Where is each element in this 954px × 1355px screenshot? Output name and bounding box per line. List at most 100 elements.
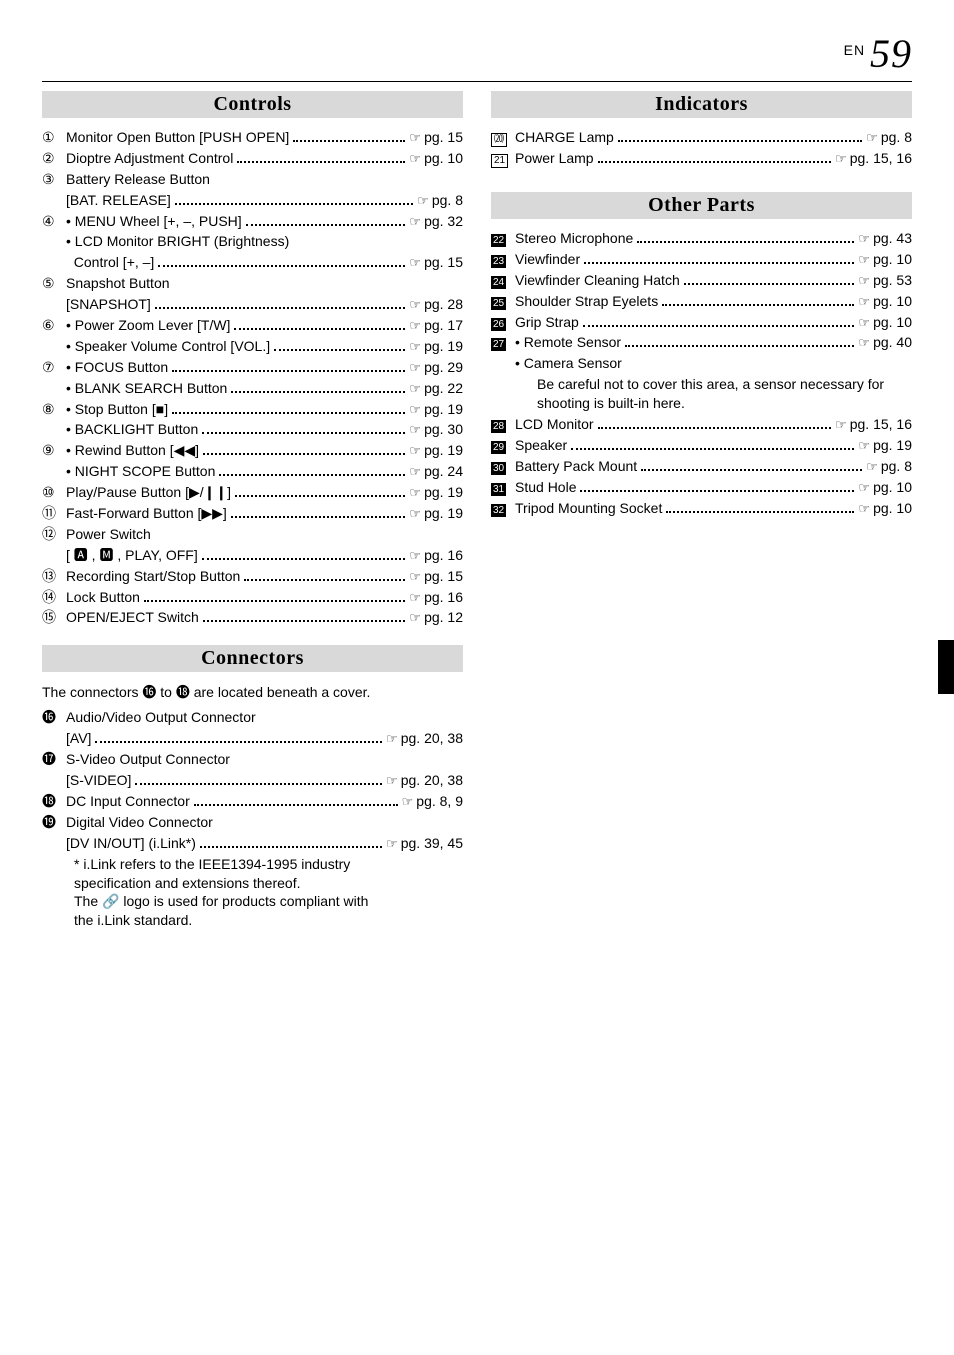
page-ref: ☞pg. 40 <box>858 333 912 352</box>
index-item: ⑮OPEN/EJECT Switch☞pg. 12 <box>42 608 463 627</box>
item-label: Play/Pause Button [▶/❙❙] <box>66 483 231 502</box>
item-label: Viewfinder <box>515 250 580 269</box>
leader-dots <box>172 361 405 372</box>
page-ref: ☞pg. 28 <box>409 295 463 314</box>
connectors-footnote: * i.Link refers to the IEEE1394-1995 ind… <box>74 855 463 931</box>
item-label: • BACKLIGHT Button <box>66 420 198 439</box>
indicators-title: Indicators <box>491 91 912 118</box>
item-label: • NIGHT SCOPE Button <box>66 462 215 481</box>
pageref-icon: ☞ <box>409 339 421 354</box>
item-label: Snapshot Button <box>66 274 170 293</box>
item-marker: 25 <box>491 292 515 311</box>
index-item: 25Shoulder Strap Eyelets ☞pg. 10 <box>491 292 912 311</box>
index-item: 26Grip Strap☞pg. 10 <box>491 313 912 332</box>
item-marker: ⒇ <box>491 128 515 147</box>
item-marker: ⓳ <box>42 813 66 832</box>
item-label: Stereo Microphone <box>515 229 633 248</box>
item-marker: ⑧ <box>42 400 66 419</box>
index-item: 29Speaker☞pg. 19 <box>491 436 912 455</box>
item-marker: ⑬ <box>42 567 66 586</box>
pageref-icon: ☞ <box>409 506 421 521</box>
item-marker: ③ <box>42 170 66 189</box>
other-title: Other Parts <box>491 192 912 219</box>
pageref-icon: ☞ <box>409 610 421 625</box>
item-label: • Remote Sensor <box>515 333 621 352</box>
page-ref: ☞pg. 15 <box>409 253 463 272</box>
pageref-icon: ☞ <box>858 501 870 516</box>
item-label: Viewfinder Cleaning Hatch <box>515 271 680 290</box>
index-item: 31Stud Hole ☞pg. 10 <box>491 478 912 497</box>
pageref-icon: ☞ <box>409 318 421 333</box>
content-columns: Controls ①Monitor Open Button [PUSH OPEN… <box>42 88 912 930</box>
index-item: Control [+, –]☞pg. 15 <box>42 253 463 272</box>
index-item: ④• MENU Wheel [+, –, PUSH]☞pg. 32 <box>42 212 463 231</box>
item-marker: 23 <box>491 250 515 269</box>
leader-dots <box>666 501 854 512</box>
index-item: 32Tripod Mounting Socket☞pg. 10 <box>491 499 912 518</box>
leader-dots <box>641 460 862 471</box>
index-item: 27• Remote Sensor☞pg. 40 <box>491 333 912 352</box>
item-label: Fast-Forward Button [▶▶] <box>66 504 227 523</box>
item-label: Shoulder Strap Eyelets <box>515 292 658 311</box>
item-label: Tripod Mounting Socket <box>515 499 662 518</box>
page-ref: ☞pg. 53 <box>858 271 912 290</box>
page-ref: ☞pg. 15, 16 <box>835 415 912 434</box>
item-marker: 29 <box>491 436 515 455</box>
page-ref: ☞pg. 10 <box>858 478 912 497</box>
index-item: ⓰Audio/Video Output Connector <box>42 708 463 727</box>
leader-dots <box>246 214 406 225</box>
index-item: • Speaker Volume Control [VOL.]☞pg. 19 <box>42 337 463 356</box>
page-ref: ☞pg. 10 <box>858 499 912 518</box>
pageref-icon: ☞ <box>386 731 398 746</box>
index-item: 22Stereo Microphone☞pg. 43 <box>491 229 912 248</box>
index-item: 23Viewfinder ☞pg. 10 <box>491 250 912 269</box>
page-ref: ☞pg. 32 <box>409 212 463 231</box>
page-ref: ☞pg. 10 <box>409 149 463 168</box>
leader-dots <box>684 274 855 285</box>
index-item: ⑬Recording Start/Stop Button☞pg. 15 <box>42 567 463 586</box>
page-ref: ☞pg. 19 <box>858 436 912 455</box>
leader-dots <box>144 590 405 601</box>
pageref-icon: ☞ <box>409 443 421 458</box>
item-label: LCD Monitor <box>515 415 594 434</box>
index-item: • Camera Sensor <box>491 354 912 373</box>
page-ref: ☞pg. 10 <box>858 250 912 269</box>
page-ref: ☞pg. 8, 9 <box>402 792 463 811</box>
leader-dots <box>618 131 862 142</box>
pageref-icon: ☞ <box>409 297 421 312</box>
item-marker: ⑩ <box>42 483 66 502</box>
item-marker: 28 <box>491 415 515 434</box>
item-marker: 22 <box>491 229 515 248</box>
item-label: Power Switch <box>66 525 151 544</box>
pageref-icon: ☞ <box>858 252 870 267</box>
item-label: • FOCUS Button <box>66 358 168 377</box>
leader-dots <box>293 131 405 142</box>
item-label: Audio/Video Output Connector <box>66 708 256 727</box>
pageref-icon: ☞ <box>409 381 421 396</box>
page-ref: ☞pg. 22 <box>409 379 463 398</box>
item-label: CHARGE Lamp <box>515 128 614 147</box>
leader-dots <box>219 465 405 476</box>
item-marker: ⑨ <box>42 441 66 460</box>
item-label: Stud Hole <box>515 478 576 497</box>
leader-dots <box>598 152 831 163</box>
page-ref: ☞pg. 19 <box>409 337 463 356</box>
pageref-icon: ☞ <box>409 151 421 166</box>
controls-list: ①Monitor Open Button [PUSH OPEN]☞pg. 15②… <box>42 128 463 627</box>
pageref-icon: ☞ <box>858 438 870 453</box>
index-item: 30Battery Pack Mount☞pg. 8 <box>491 457 912 476</box>
pageref-icon: ☞ <box>409 485 421 500</box>
item-label: [ 🅰 , 🅼 , PLAY, OFF] <box>66 546 198 565</box>
pageref-icon: ☞ <box>858 315 870 330</box>
page-number: EN 59 <box>42 30 912 82</box>
index-item: [AV]☞pg. 20, 38 <box>42 729 463 748</box>
item-marker: 31 <box>491 478 515 497</box>
leader-dots <box>580 481 854 492</box>
leader-dots <box>135 774 382 785</box>
page-ref: ☞pg. 10 <box>858 292 912 311</box>
index-item: ③Battery Release Button <box>42 170 463 189</box>
item-label: Battery Release Button <box>66 170 210 189</box>
pageref-icon: ☞ <box>409 360 421 375</box>
item-marker: ⑤ <box>42 274 66 293</box>
page-ref: ☞pg. 19 <box>409 504 463 523</box>
